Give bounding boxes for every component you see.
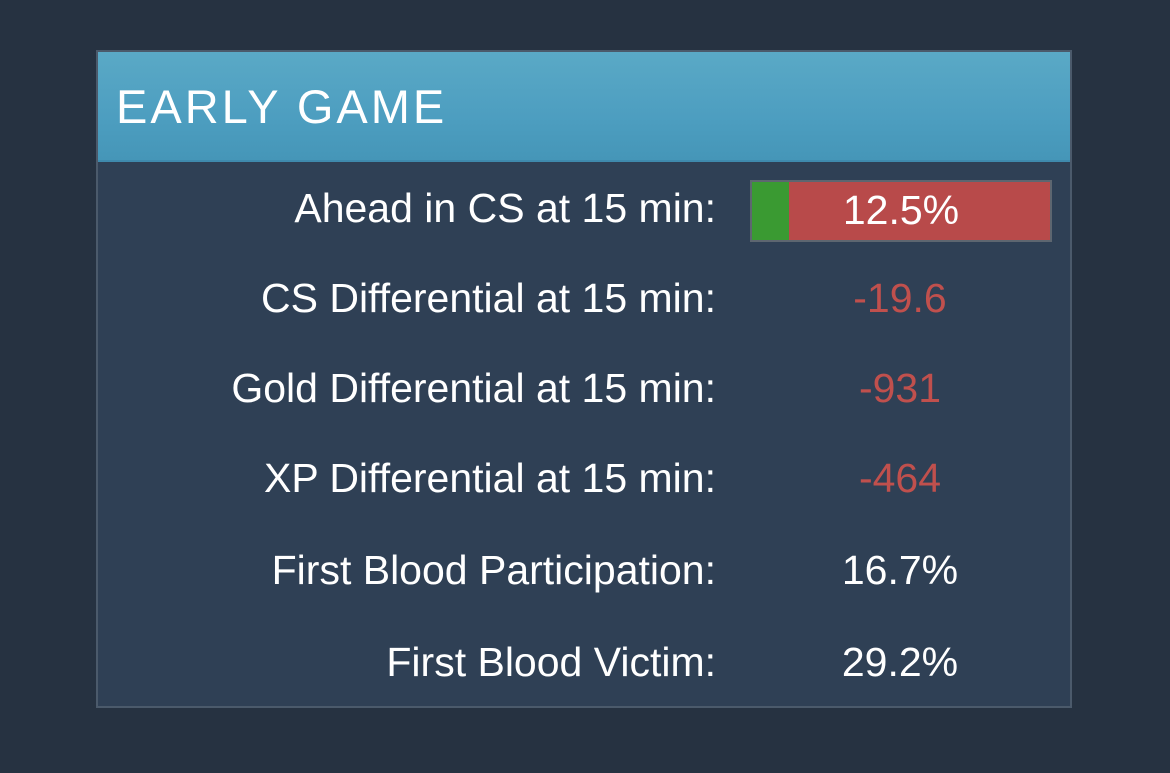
- stat-value-cs-diff: -19.6: [853, 275, 947, 321]
- stat-row-ahead-cs: Ahead in CS at 15 min: 12.5%: [98, 176, 1070, 242]
- stat-row-first-blood-participation: First Blood Participation: 16.7%: [98, 538, 1070, 602]
- panel-header: EARLY GAME: [98, 52, 1070, 162]
- stat-label-gold-diff: Gold Differential at 15 min:: [231, 365, 716, 411]
- ahead-cs-progress-fill: [752, 182, 790, 240]
- stat-label-first-blood-victim: First Blood Victim:: [386, 639, 716, 685]
- stat-value-xp-diff: -464: [858, 455, 942, 501]
- stat-label-xp-diff: XP Differential at 15 min:: [263, 455, 716, 501]
- panel-title: EARLY GAME: [116, 80, 448, 133]
- stat-label-ahead-cs: Ahead in CS at 15 min:: [294, 185, 716, 231]
- ahead-cs-progress-bar: 12.5%: [750, 180, 1052, 242]
- early-game-panel: EARLY GAME Ahead in CS at 15 min: 12.5% …: [96, 50, 1072, 708]
- stat-value-first-blood-victim: 29.2%: [841, 639, 959, 685]
- stat-value-gold-diff: -931: [858, 365, 942, 411]
- stat-label-cs-diff: CS Differential at 15 min:: [260, 275, 716, 321]
- stat-value-first-blood-participation: 16.7%: [841, 547, 959, 593]
- stat-label-first-blood-participation: First Blood Participation:: [271, 547, 716, 593]
- stat-row-first-blood-victim: First Blood Victim: 29.2%: [98, 630, 1070, 694]
- stat-row-xp-diff: XP Differential at 15 min: -464: [98, 446, 1070, 510]
- stat-row-cs-diff: CS Differential at 15 min: -19.6: [98, 266, 1070, 330]
- stat-value-ahead-cs: 12.5%: [842, 187, 960, 233]
- stat-row-gold-diff: Gold Differential at 15 min: -931: [98, 356, 1070, 420]
